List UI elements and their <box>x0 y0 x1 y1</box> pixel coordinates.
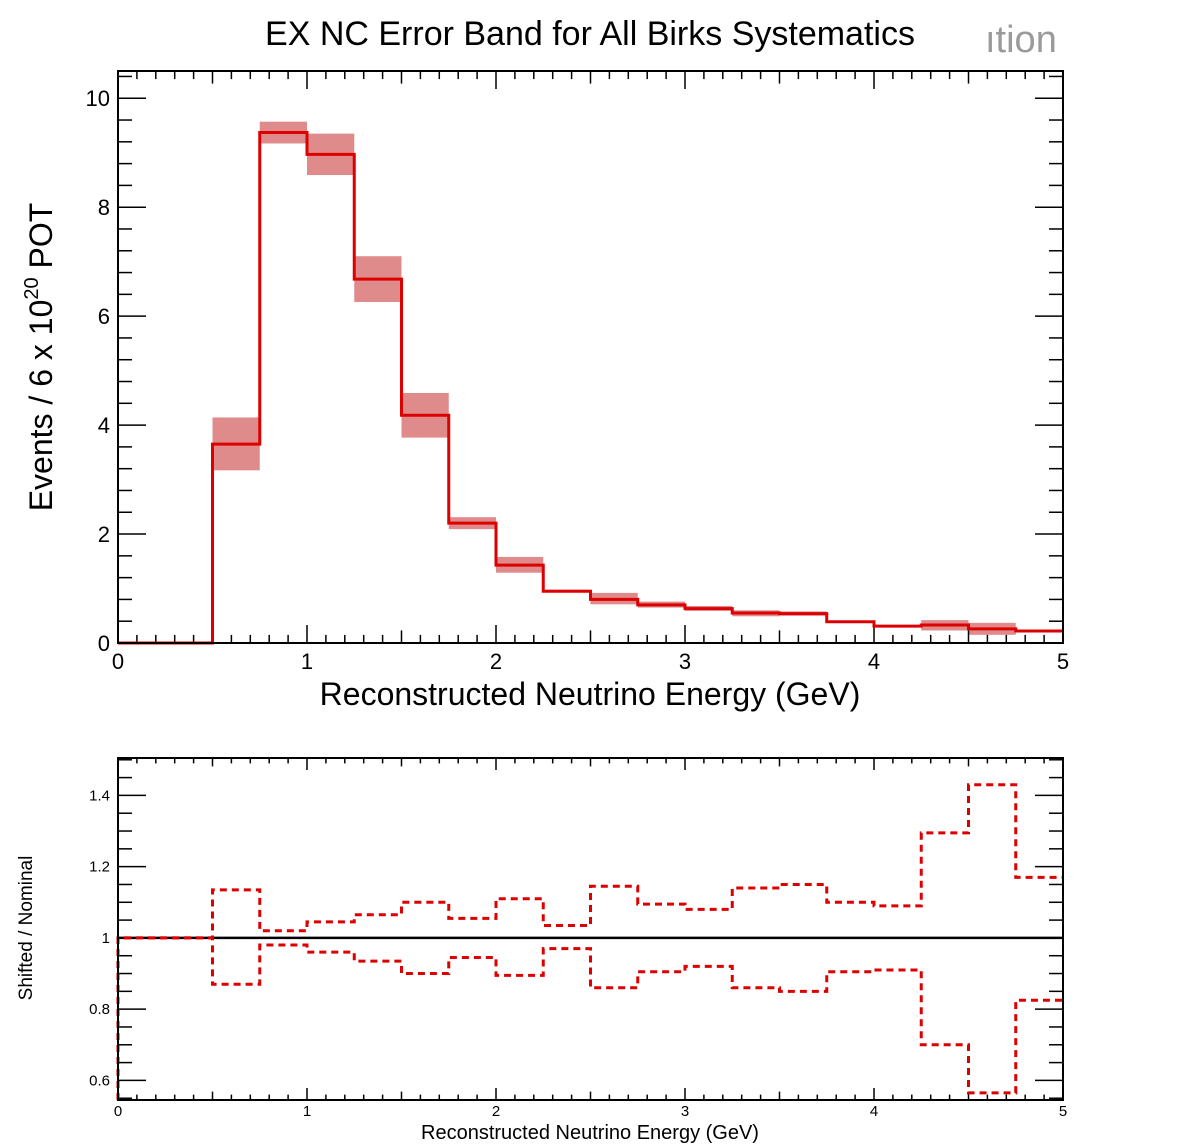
chart-title: EX NC Error Band for All Birks Systemati… <box>265 15 915 53</box>
x-tick-label: 3 <box>679 649 691 674</box>
ratio-shift-up-line <box>116 783 1063 1100</box>
ratio-plot-frame <box>117 757 1064 1101</box>
ratio-x-axis-title: Reconstructed Neutrino Energy (GeV) <box>421 1122 759 1144</box>
ratio-x-tick-label: 5 <box>1059 1103 1067 1120</box>
x-tick-label: 0 <box>112 649 124 674</box>
x-tick-label: 2 <box>490 649 502 674</box>
ratio-panel: 0 1 2 3 4 5 0.6 0.8 1 1.2 1.4 <box>89 757 1067 1120</box>
main-y-axis-title-suffix: POT <box>23 203 59 278</box>
y-tick-label: 10 <box>86 86 110 111</box>
y-tick-label: 8 <box>98 195 110 220</box>
ratio-x-tick-label: 3 <box>681 1103 689 1120</box>
watermark-text: ıtion <box>985 19 1057 61</box>
ratio-x-tick-label: 1 <box>303 1103 311 1120</box>
ratio-x-tick-label: 4 <box>870 1103 878 1120</box>
main-y-axis-title-exponent: 20 <box>21 277 43 299</box>
y-tick-label: 6 <box>98 304 110 329</box>
nominal-histogram-layer <box>118 131 1063 645</box>
ratio-y-tick-label: 0.8 <box>89 1001 110 1018</box>
ratio-series-layer <box>116 783 1063 1100</box>
x-tick-label: 1 <box>301 649 313 674</box>
y-tick-label: 4 <box>98 413 110 438</box>
main-histogram-panel: 0 1 2 3 4 5 0 2 4 6 8 10 <box>86 70 1070 674</box>
main-plot-frame <box>117 70 1064 644</box>
ratio-y-axis-title: Shifted / Nominal <box>16 856 37 1001</box>
main-y-axis-title: Events / 6 x 1020 POT <box>21 203 59 512</box>
x-tick-label: 5 <box>1057 649 1069 674</box>
main-x-axis-title: Reconstructed Neutrino Energy (GeV) <box>320 676 861 712</box>
ratio-y-tick-label: 1 <box>102 930 110 947</box>
ratio-x-tick-label: 2 <box>492 1103 500 1120</box>
ratio-x-tick-label: 0 <box>114 1103 122 1120</box>
ratio-tick-marks <box>117 758 1064 1100</box>
main-y-axis-title-prefix: Events / 6 x 10 <box>23 300 59 512</box>
nominal-histogram-line <box>118 131 1063 645</box>
ratio-shift-down-line <box>116 936 1063 1100</box>
ratio-tick-labels: 0 1 2 3 4 5 0.6 0.8 1 1.2 1.4 <box>89 787 1067 1120</box>
error-band-layer <box>212 121 1016 635</box>
main-tick-labels: 0 1 2 3 4 5 0 2 4 6 8 10 <box>86 86 1070 674</box>
ratio-y-tick-label: 1.2 <box>89 859 110 876</box>
x-tick-label: 4 <box>868 649 880 674</box>
ratio-y-tick-label: 1.4 <box>89 787 110 804</box>
y-tick-label: 2 <box>98 522 110 547</box>
y-tick-label: 0 <box>98 631 110 656</box>
ratio-y-tick-label: 0.6 <box>89 1072 110 1089</box>
